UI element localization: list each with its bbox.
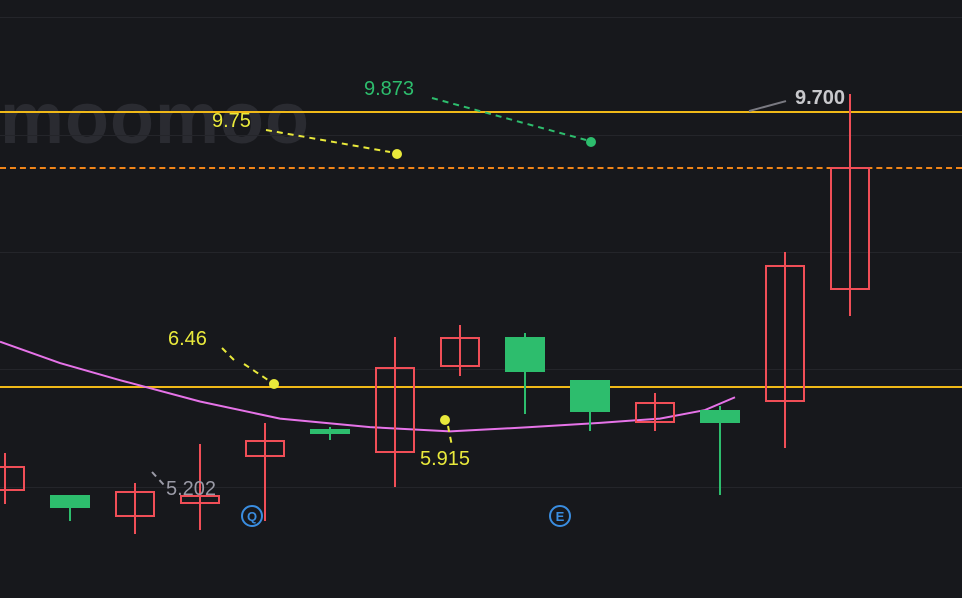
annot-646-dot	[269, 379, 279, 389]
candlestick-chart[interactable]: moomoo 9.700 9.873 9.75 6.46 5.915 5.202 Q E	[0, 0, 962, 598]
price-label: 9.700	[795, 87, 845, 110]
annot-9873-pointer	[432, 98, 586, 140]
gridline	[0, 135, 962, 136]
annot-975-pointer	[266, 130, 390, 152]
candle-body	[700, 410, 740, 423]
annot-5202-pointer	[152, 472, 164, 485]
gridline	[0, 252, 962, 253]
marker-q: Q	[241, 505, 263, 527]
support-low	[0, 386, 962, 388]
candle-body	[310, 429, 350, 434]
marker-e: E	[549, 505, 571, 527]
annot-9873: 9.873	[364, 78, 414, 101]
annot-5202: 5.202	[166, 478, 216, 501]
annot-646-pointer	[222, 348, 234, 360]
gridline	[0, 487, 962, 488]
candle-body	[440, 337, 480, 367]
candle-body	[505, 337, 545, 371]
candle-body	[245, 440, 285, 457]
annot-5915-dot	[440, 415, 450, 425]
annot-646-pointer	[244, 364, 268, 380]
candle-body	[830, 167, 870, 291]
gridline	[0, 17, 962, 18]
price-label-tick	[749, 101, 786, 111]
gridline	[0, 369, 962, 370]
annot-975-dot	[392, 149, 402, 159]
candle-wick	[264, 423, 266, 521]
candle-body	[0, 466, 25, 492]
candle-body	[570, 380, 610, 412]
annot-646: 6.46	[168, 328, 207, 351]
resistance-970	[0, 111, 962, 113]
annot-975: 9.75	[212, 110, 251, 133]
candle-body	[50, 495, 90, 508]
annot-9873-dot	[586, 137, 596, 147]
candle-body	[115, 491, 155, 517]
candle-body	[765, 265, 805, 402]
annot-5915: 5.915	[420, 448, 470, 471]
mid-dashed	[0, 167, 962, 169]
candle-body	[375, 367, 415, 452]
annot-5915-pointer	[448, 426, 452, 446]
watermark: moomoo	[0, 78, 310, 160]
candle-body	[635, 402, 675, 423]
